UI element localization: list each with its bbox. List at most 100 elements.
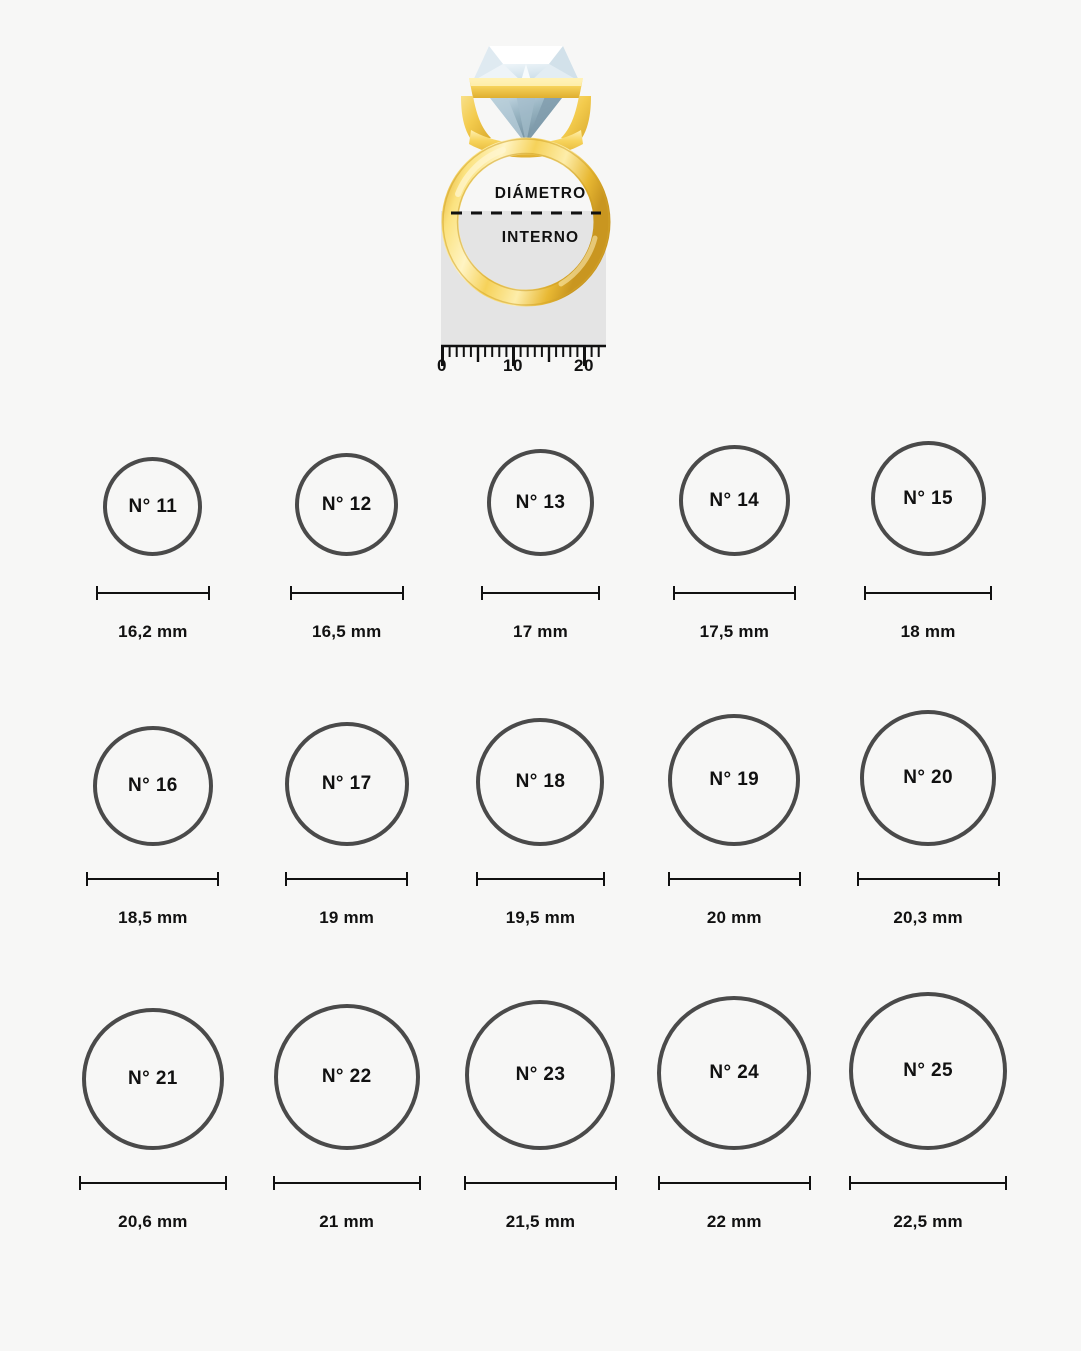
size-cell-25[interactable]: N° 25 22,5 mm bbox=[831, 990, 1025, 1232]
gem-crown bbox=[472, 46, 579, 81]
ring-size-label: N° 18 bbox=[515, 771, 566, 792]
circle-box: N° 17 bbox=[284, 706, 409, 846]
dimension-cap-right bbox=[597, 586, 600, 600]
ring-size-label: N° 24 bbox=[709, 1062, 760, 1083]
dimension-cap-right bbox=[224, 1176, 227, 1190]
ring-size-label: N° 12 bbox=[321, 493, 372, 515]
size-cell-13[interactable]: N° 13 17 mm bbox=[444, 430, 638, 642]
circle-box: N° 23 bbox=[465, 990, 616, 1150]
dimension-bar bbox=[95, 586, 210, 600]
dimension-line bbox=[272, 1182, 421, 1184]
diameter-mm-label: 17,5 mm bbox=[699, 622, 770, 641]
dimension-line bbox=[289, 592, 404, 594]
dimension-line bbox=[95, 592, 210, 594]
dimension-cap-left bbox=[856, 872, 859, 886]
dimension-cap-right bbox=[406, 872, 409, 886]
ring-circle-24[interactable]: N° 24 bbox=[657, 996, 812, 1150]
ring-size-label: N° 15 bbox=[903, 487, 953, 509]
dimension-line bbox=[672, 592, 796, 594]
ring-circle-23[interactable]: N° 23 bbox=[465, 1000, 616, 1150]
circle-box: N° 20 bbox=[860, 706, 997, 846]
size-cell-21[interactable]: N° 21 20,6 mm bbox=[56, 990, 250, 1232]
dimension-line bbox=[463, 1182, 617, 1184]
dimension-cap-right bbox=[798, 872, 801, 886]
ruler-number-labels: 0 10 20 bbox=[411, 356, 671, 390]
diameter-mm-label: 19,5 mm bbox=[505, 908, 576, 927]
ring-size-grid: N° 11 16,2 mm N° 12 16,5 mm bbox=[0, 430, 1081, 1290]
ring-circle-18[interactable]: N° 18 bbox=[476, 718, 605, 846]
dimension-bar bbox=[86, 872, 220, 886]
ring-size-label: N° 19 bbox=[709, 769, 760, 790]
size-cell-11[interactable]: N° 11 16,2 mm bbox=[56, 430, 250, 642]
dimension-bar bbox=[480, 586, 600, 600]
dimension-line bbox=[849, 1182, 1008, 1184]
dimension-cap-right bbox=[793, 586, 796, 600]
circle-box: N° 12 bbox=[295, 430, 399, 556]
dimension-line bbox=[864, 592, 993, 594]
circle-box: N° 13 bbox=[486, 430, 594, 556]
ring-circle-25[interactable]: N° 25 bbox=[849, 992, 1008, 1150]
size-cell-20[interactable]: N° 20 20,3 mm bbox=[831, 706, 1025, 928]
ring-circle-12[interactable]: N° 12 bbox=[295, 453, 399, 556]
ring-circle-21[interactable]: N° 21 bbox=[81, 1008, 224, 1150]
ring-circle-15[interactable]: N° 15 bbox=[870, 441, 986, 556]
diameter-mm-label: 18 mm bbox=[900, 622, 956, 641]
dimension-bar bbox=[272, 1176, 421, 1190]
dimension-bar bbox=[463, 1176, 617, 1190]
ruler bbox=[440, 344, 606, 366]
ring-circle-16[interactable]: N° 16 bbox=[92, 726, 213, 846]
dimension-cap-left bbox=[672, 586, 675, 600]
size-cell-19[interactable]: N° 19 20 mm bbox=[637, 706, 831, 928]
ring-size-label: N° 22 bbox=[321, 1066, 372, 1087]
size-cell-12[interactable]: N° 12 16,5 mm bbox=[250, 430, 444, 642]
size-cell-15[interactable]: N° 15 18 mm bbox=[831, 430, 1025, 642]
dimension-cap-left bbox=[864, 586, 867, 600]
dimension-cap-left bbox=[463, 1176, 466, 1190]
size-cell-23[interactable]: N° 23 21,5 mm bbox=[444, 990, 638, 1232]
ring-size-label: N° 21 bbox=[128, 1068, 178, 1089]
dimension-bar bbox=[864, 586, 993, 600]
size-cell-22[interactable]: N° 22 21 mm bbox=[250, 990, 444, 1232]
ring-circle-13[interactable]: N° 13 bbox=[486, 449, 594, 556]
size-cell-24[interactable]: N° 24 22 mm bbox=[637, 990, 831, 1232]
size-cell-18[interactable]: N° 18 19,5 mm bbox=[444, 706, 638, 928]
dimension-line bbox=[475, 878, 605, 880]
dimension-cap-left bbox=[78, 1176, 81, 1190]
size-row-1: N° 11 16,2 mm N° 12 16,5 mm bbox=[56, 430, 1025, 706]
diameter-mm-label: 22,5 mm bbox=[893, 1212, 963, 1231]
size-cell-14[interactable]: N° 14 17,5 mm bbox=[637, 430, 831, 642]
circle-box: N° 25 bbox=[849, 990, 1008, 1150]
gem-pavilion bbox=[482, 89, 569, 144]
dimension-cap-right bbox=[401, 586, 404, 600]
diameter-mm-label: 18,5 mm bbox=[118, 908, 188, 927]
dimension-cap-right bbox=[602, 872, 605, 886]
dimension-cap-right bbox=[418, 1176, 421, 1190]
diameter-mm-label: 19 mm bbox=[319, 908, 375, 927]
dimension-cap-left bbox=[475, 872, 478, 886]
ring-size-label: N° 14 bbox=[709, 489, 760, 511]
ring-circle-19[interactable]: N° 19 bbox=[668, 714, 801, 846]
dimension-bar bbox=[657, 1176, 811, 1190]
size-row-3: N° 21 20,6 mm N° 22 21 mm bbox=[56, 990, 1025, 1290]
ring-circle-14[interactable]: N° 14 bbox=[678, 445, 790, 556]
circle-box: N° 24 bbox=[657, 990, 812, 1150]
dimension-line bbox=[657, 1182, 811, 1184]
dimension-cap-left bbox=[480, 586, 483, 600]
ring-circle-22[interactable]: N° 22 bbox=[273, 1004, 420, 1150]
circle-box: N° 14 bbox=[678, 430, 790, 556]
size-cell-16[interactable]: N° 16 18,5 mm bbox=[56, 706, 250, 928]
dimension-bar bbox=[285, 872, 409, 886]
ring-size-label: N° 17 bbox=[321, 773, 372, 794]
diameter-mm-label: 17 mm bbox=[513, 622, 568, 641]
dimension-cap-right bbox=[997, 872, 1000, 886]
size-cell-17[interactable]: N° 17 19 mm bbox=[250, 706, 444, 928]
dimension-line bbox=[78, 1182, 227, 1184]
ring-circle-11[interactable]: N° 11 bbox=[103, 457, 203, 556]
dimension-line bbox=[480, 592, 600, 594]
ring-circle-20[interactable]: N° 20 bbox=[860, 710, 997, 846]
ring-circle-17[interactable]: N° 17 bbox=[284, 722, 409, 846]
circle-box: N° 21 bbox=[81, 990, 224, 1150]
dimension-bar bbox=[289, 586, 404, 600]
circle-box: N° 15 bbox=[870, 430, 986, 556]
ring-illustration-stage: DIÁMETRO INTERNO 0 10 20 bbox=[411, 26, 671, 406]
